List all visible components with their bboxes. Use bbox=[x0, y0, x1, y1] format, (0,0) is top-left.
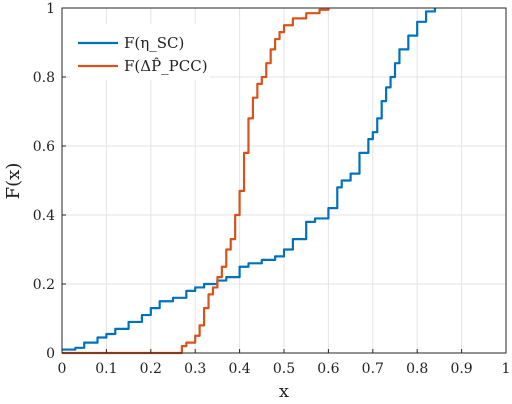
legend: F(η_SC) F(ΔP̂_PCC) bbox=[70, 24, 210, 80]
y-tick-label: 1 bbox=[46, 1, 55, 17]
y-axis-label: F(x) bbox=[3, 163, 24, 200]
y-tick-label: 0.6 bbox=[33, 139, 55, 155]
x-tick-label: 0.2 bbox=[140, 361, 162, 377]
x-axis-label: x bbox=[279, 381, 289, 402]
x-tick-label: 0.4 bbox=[228, 361, 250, 377]
series-line-1 bbox=[62, 8, 330, 355]
x-tick-label: 0.3 bbox=[184, 361, 206, 377]
x-tick-label: 0.1 bbox=[95, 361, 117, 377]
x-tick-label: 1 bbox=[502, 361, 511, 377]
x-tick-label: 0.9 bbox=[450, 361, 472, 377]
series-line-0 bbox=[62, 8, 437, 351]
y-tick-label: 0.2 bbox=[33, 277, 55, 293]
y-tick-label: 0 bbox=[46, 346, 55, 362]
y-tick-label: 0.4 bbox=[33, 208, 55, 224]
x-tick-label: 0 bbox=[58, 361, 67, 377]
legend-label-1: F(ΔP̂_PCC) bbox=[124, 57, 208, 75]
y-tick-label: 0.8 bbox=[33, 70, 55, 86]
ticks-layer: 0 0.1 0.2 0.3 0.4 0.5 0.6 0.7 0.8 0.9 1 0 0.2 0.4 0.6 0… bbox=[33, 1, 511, 377]
x-tick-label: 0.8 bbox=[406, 361, 428, 377]
legend-box bbox=[70, 24, 210, 80]
series-layer bbox=[62, 8, 437, 355]
x-tick-label: 0.7 bbox=[362, 361, 384, 377]
x-tick-label: 0.6 bbox=[317, 361, 339, 377]
legend-label-0: F(η_SC) bbox=[124, 34, 184, 52]
x-tick-label: 0.5 bbox=[273, 361, 295, 377]
